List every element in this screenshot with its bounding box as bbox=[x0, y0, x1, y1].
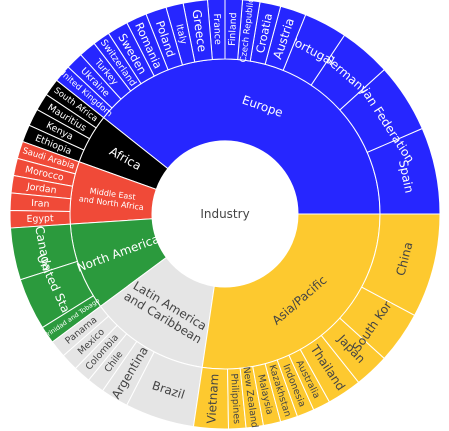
segment-argentina[interactable] bbox=[101, 340, 155, 406]
segment-australia[interactable] bbox=[288, 348, 331, 411]
segment-sweden[interactable] bbox=[107, 22, 155, 85]
segment-ethiopia[interactable] bbox=[21, 124, 85, 163]
segment-united-kingdom[interactable] bbox=[55, 66, 113, 119]
segment-turkey[interactable] bbox=[79, 42, 132, 100]
segment-germany[interactable] bbox=[310, 34, 386, 111]
segment-thailand[interactable] bbox=[299, 334, 360, 403]
segment-ukraine[interactable] bbox=[67, 53, 122, 109]
segment-united-states[interactable] bbox=[19, 260, 95, 329]
segment-italy[interactable] bbox=[165, 2, 196, 66]
center-label: Industry bbox=[200, 207, 249, 221]
segment-russian-federation[interactable] bbox=[339, 68, 423, 154]
segment-label-iran: Iran bbox=[31, 197, 50, 209]
segment-label-vietnam: Vietnam bbox=[204, 373, 221, 424]
segment-malaysia[interactable] bbox=[252, 363, 282, 427]
segment-label-italy: Italy bbox=[174, 23, 190, 46]
segment-brazil[interactable] bbox=[126, 351, 203, 428]
segment-kazakhstan[interactable] bbox=[264, 359, 299, 423]
segment-iran[interactable] bbox=[9, 192, 72, 212]
segment-label-france: France bbox=[211, 13, 223, 45]
segment-label-jordan: Jordan bbox=[25, 181, 57, 196]
segment-label-spain: Spain bbox=[396, 159, 417, 195]
segment-morocco[interactable] bbox=[12, 157, 76, 187]
segment-label-egypt: Egypt bbox=[26, 213, 54, 225]
segment-mauritius[interactable] bbox=[36, 93, 97, 140]
segment-colombia[interactable] bbox=[74, 324, 128, 381]
segment-jordan[interactable] bbox=[10, 174, 74, 200]
segment-trinidad-and-tobago[interactable] bbox=[41, 295, 102, 343]
segment-portugal[interactable] bbox=[282, 14, 346, 86]
segment-romania[interactable] bbox=[126, 13, 169, 77]
segment-japan[interactable] bbox=[320, 317, 386, 384]
segment-poland[interactable] bbox=[145, 6, 184, 71]
segment-mexico[interactable] bbox=[62, 315, 118, 370]
segment-finland[interactable] bbox=[224, 0, 244, 61]
segment-egypt[interactable] bbox=[9, 209, 71, 229]
segment-label-finland: Finland bbox=[226, 12, 238, 46]
segment-label-philippines: Philippines bbox=[229, 373, 243, 424]
segment-austria[interactable] bbox=[264, 5, 307, 71]
segment-label-greece: Greece bbox=[189, 9, 209, 53]
segment-new-zealand[interactable] bbox=[239, 365, 265, 429]
segment-south-africa[interactable] bbox=[45, 79, 105, 129]
segment-indonesia[interactable] bbox=[276, 354, 315, 418]
segment-south-korea[interactable] bbox=[339, 286, 416, 360]
segment-canada[interactable] bbox=[9, 223, 79, 281]
segment-chile[interactable] bbox=[87, 333, 138, 392]
segment-czech-republic[interactable] bbox=[237, 0, 261, 62]
segment-china[interactable] bbox=[361, 213, 441, 317]
segment-france[interactable] bbox=[206, 0, 226, 61]
segment-saudi-arabia[interactable] bbox=[16, 140, 80, 175]
segment-greece[interactable] bbox=[182, 0, 213, 63]
segment-kenya[interactable] bbox=[28, 108, 91, 151]
segment-vietnam[interactable] bbox=[192, 366, 230, 430]
segment-switzerland[interactable] bbox=[93, 32, 142, 92]
segment-panama[interactable] bbox=[51, 305, 110, 357]
